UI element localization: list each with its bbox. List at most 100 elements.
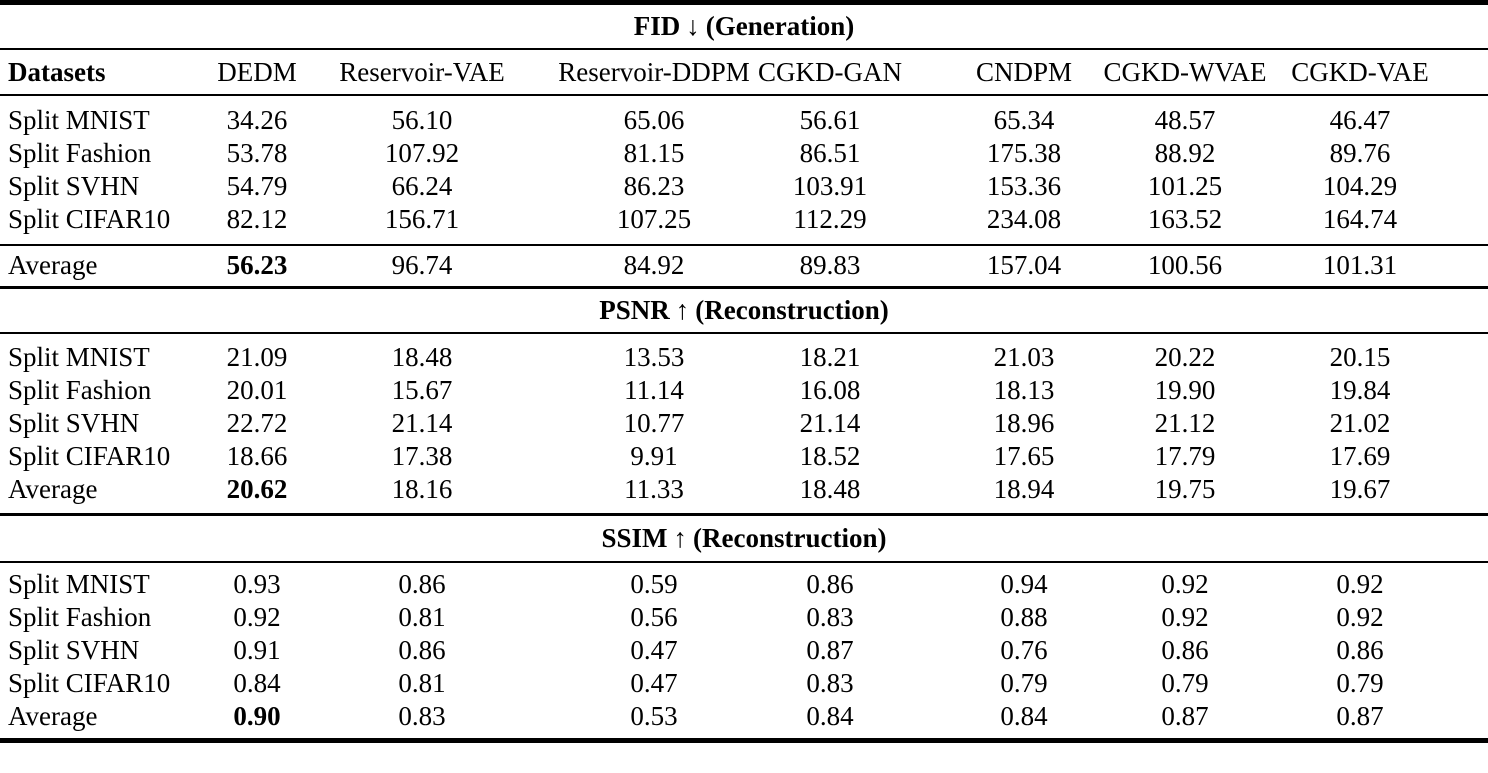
value-cell: 20.15 (1329, 342, 1391, 372)
value-cell: 88.92 (1154, 138, 1216, 168)
value-cell: 18.52 (799, 441, 861, 471)
column-header-datasets: Datasets (8, 57, 106, 87)
ssim-rows: Split MNIST 0.93 0.86 0.59 0.86 0.94 0.92 0.92 S… (0, 563, 1488, 738)
value-cell: 46.47 (1329, 105, 1391, 135)
value-cell: 19.67 (1329, 474, 1391, 504)
column-header: Reservoir-DDPM (558, 57, 750, 87)
average-row: Average 0.90 0.83 0.53 0.84 0.84 0.87 0.87 (0, 700, 1488, 733)
value-cell: 19.90 (1154, 375, 1216, 405)
value-cell: 22.72 (226, 408, 288, 438)
value-cell: 11.33 (624, 474, 684, 504)
value-cell: 0.86 (398, 635, 446, 665)
value-cell: 0.84 (233, 668, 281, 698)
value-cell: 21.14 (799, 408, 861, 438)
value-cell: 0.79 (1161, 668, 1209, 698)
value-cell: 100.56 (1147, 250, 1223, 280)
value-cell: 86.51 (799, 138, 861, 168)
section-title-psnr: PSNR ↑ (Reconstruction) (0, 289, 1488, 332)
table-row: Split CIFAR10 0.84 0.81 0.47 0.83 0.79 0.79 0.7… (0, 667, 1488, 700)
value-cell: 0.91 (233, 635, 281, 665)
value-cell: 10.77 (623, 408, 685, 438)
value-cell: 18.21 (799, 342, 861, 372)
section-title-fid: FID ↓ (Generation) (0, 5, 1488, 48)
column-header: CGKD-GAN (758, 57, 902, 87)
value-cell: 0.84 (1000, 701, 1048, 731)
table-rule (0, 513, 1488, 516)
value-cell: 107.25 (616, 204, 692, 234)
value-cell: 21.09 (226, 342, 288, 372)
table-bottom-rule (0, 738, 1488, 743)
value-cell: 153.36 (986, 171, 1062, 201)
up-arrow-icon: ↑ (673, 523, 688, 553)
value-cell: 0.53 (630, 701, 678, 731)
value-cell: 0.84 (806, 701, 854, 731)
value-cell: 164.74 (1322, 204, 1398, 234)
metric-task: (Generation) (705, 11, 855, 41)
value-cell: 0.81 (398, 602, 446, 632)
value-cell: 13.53 (623, 342, 685, 372)
table-top-rule (0, 0, 1488, 5)
value-cell: 56.10 (391, 105, 453, 135)
average-row: Average 20.62 18.16 11.33 18.48 18.94 19.75 19.… (0, 473, 1488, 506)
column-header: Reservoir-VAE (339, 57, 505, 87)
value-cell: 0.86 (398, 569, 446, 599)
value-cell: 11.14 (624, 375, 684, 405)
row-label: Average (8, 701, 98, 731)
table-row: Split MNIST 0.93 0.86 0.59 0.86 0.94 0.92 0.92 (0, 568, 1488, 601)
value-cell: 0.94 (1000, 569, 1048, 599)
value-cell: 0.90 (233, 701, 281, 731)
value-cell: 84.92 (623, 250, 685, 280)
table-row: Split CIFAR10 18.66 17.38 9.91 18.52 17.65 17.… (0, 440, 1488, 473)
table-row: Split Fashion 0.92 0.81 0.56 0.83 0.88 0.92 0.9… (0, 601, 1488, 634)
value-cell: 0.79 (1336, 668, 1384, 698)
value-cell: 18.48 (391, 342, 453, 372)
row-label: Average (8, 250, 98, 280)
value-cell: 56.23 (226, 250, 288, 280)
value-cell: 0.88 (1000, 602, 1048, 632)
row-label: Split SVHN (8, 171, 140, 201)
row-label: Split CIFAR10 (8, 204, 171, 234)
value-cell: 89.83 (799, 250, 861, 280)
column-header: DEDM (217, 57, 297, 87)
value-cell: 9.91 (630, 441, 678, 471)
fid-dataset-rows: Split MNIST 34.26 56.10 65.06 56.61 65.34 48.5… (0, 96, 1488, 244)
metric-task: (Reconstruction) (695, 295, 889, 325)
value-cell: 0.83 (398, 701, 446, 731)
metric-name: FID (633, 11, 681, 41)
value-cell: 0.47 (630, 668, 678, 698)
value-cell: 54.79 (226, 171, 288, 201)
value-cell: 112.29 (793, 204, 867, 234)
row-label: Split CIFAR10 (8, 668, 171, 698)
fid-average-rowgroup: Average 56.23 96.74 84.92 89.83 157.04 100.56 1… (0, 246, 1488, 286)
column-header-row: Datasets DEDM Reservoir-VAE Reservoir-DDPM C… (0, 50, 1488, 94)
table-row: Split SVHN 0.91 0.86 0.47 0.87 0.76 0.86 0.86 (0, 634, 1488, 667)
value-cell: 18.96 (993, 408, 1055, 438)
value-cell: 34.26 (226, 105, 288, 135)
value-cell: 0.87 (1336, 701, 1384, 731)
metric-name: PSNR (599, 295, 670, 325)
value-cell: 17.38 (391, 441, 453, 471)
average-row: Average 56.23 96.74 84.92 89.83 157.04 100.56 1… (0, 249, 1488, 282)
down-arrow-icon: ↓ (686, 11, 700, 41)
value-cell: 18.94 (993, 474, 1055, 504)
table-row: Split MNIST 21.09 18.48 13.53 18.21 21.03 20.2… (0, 341, 1488, 374)
value-cell: 0.86 (806, 569, 854, 599)
column-header: CGKD-VAE (1291, 57, 1429, 87)
value-cell: 82.12 (226, 204, 288, 234)
value-cell: 163.52 (1147, 204, 1223, 234)
table-rule (0, 561, 1488, 563)
row-label: Split SVHN (8, 408, 140, 438)
value-cell: 81.15 (623, 138, 685, 168)
value-cell: 0.86 (1161, 635, 1209, 665)
value-cell: 0.83 (806, 602, 854, 632)
value-cell: 17.69 (1329, 441, 1391, 471)
value-cell: 0.59 (630, 569, 678, 599)
row-label: Split MNIST (8, 569, 150, 599)
value-cell: 96.74 (391, 250, 453, 280)
row-label: Split Fashion (8, 602, 152, 632)
value-cell: 103.91 (792, 171, 868, 201)
value-cell: 104.29 (1322, 171, 1398, 201)
table-row: Split SVHN 22.72 21.14 10.77 21.14 18.96 21.12… (0, 407, 1488, 440)
value-cell: 107.92 (384, 138, 460, 168)
value-cell: 21.02 (1329, 408, 1391, 438)
